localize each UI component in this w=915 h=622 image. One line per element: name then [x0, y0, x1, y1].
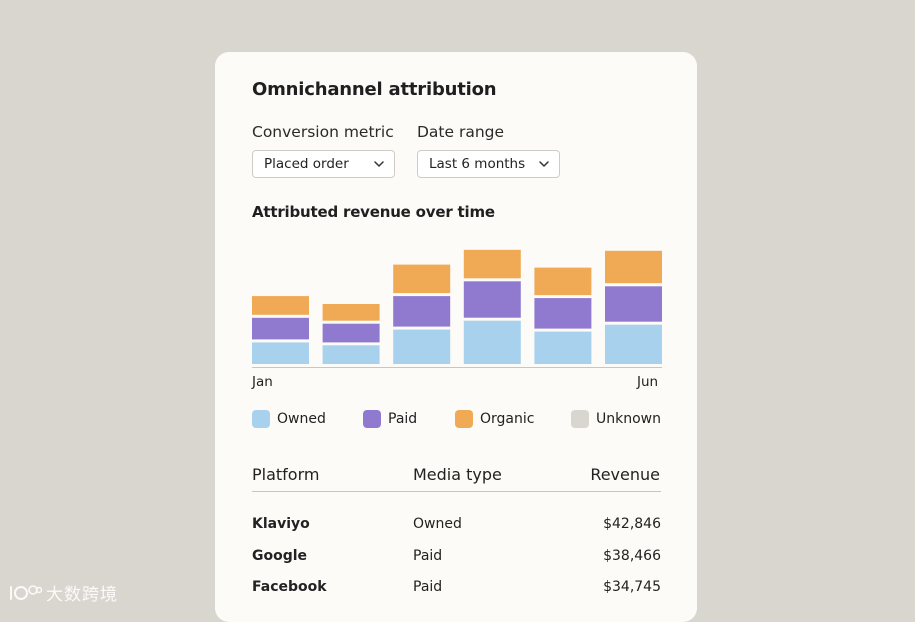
- legend-label-unknown: Unknown: [596, 411, 661, 427]
- date-range-label: Date range: [417, 123, 505, 141]
- legend-label-organic: Organic: [480, 411, 535, 427]
- table-cell-media-type: Owned: [413, 516, 462, 532]
- chevron-down-icon: [539, 161, 549, 167]
- bar-paid-jan[interactable]: [252, 317, 309, 340]
- x-tick-last: Jun: [637, 374, 659, 390]
- legend-unknown: Unknown: [571, 410, 661, 428]
- chart-title: Attributed revenue over time: [252, 203, 495, 221]
- legend-paid: Paid: [363, 410, 417, 428]
- watermark: 大数跨境: [8, 580, 118, 605]
- bar-owned-apr[interactable]: [463, 320, 521, 364]
- legend-organic: Organic: [455, 410, 534, 428]
- table-cell-revenue: $34,745: [603, 579, 661, 595]
- bar-owned-jan[interactable]: [252, 342, 309, 364]
- bar-organic-may[interactable]: [534, 267, 592, 296]
- bar-owned-feb[interactable]: [322, 345, 380, 364]
- card-title: Omnichannel attribution: [252, 79, 497, 100]
- bar-paid-jun[interactable]: [605, 286, 662, 322]
- legend-swatch-unknown: [571, 410, 589, 428]
- bar-organic-apr[interactable]: [463, 249, 521, 279]
- column-header-media-type: Media type: [413, 465, 502, 484]
- chevron-down-icon: [374, 161, 384, 167]
- column-header-revenue: Revenue: [590, 465, 660, 484]
- legend-owned: Owned: [252, 410, 326, 428]
- table-cell-platform: Facebook: [252, 579, 327, 595]
- attribution-card: Omnichannel attribution Conversion metri…: [215, 52, 697, 622]
- conversion-metric-select[interactable]: Placed order: [252, 150, 395, 178]
- bar-owned-may[interactable]: [534, 331, 592, 364]
- table-cell-media-type: Paid: [413, 579, 443, 595]
- conversion-metric-value: Placed order: [264, 156, 349, 172]
- watermark-logo-icon: [10, 584, 42, 600]
- x-tick-first: Jan: [252, 374, 273, 390]
- date-range-value: Last 6 months: [429, 156, 526, 172]
- legend-swatch-owned: [252, 410, 270, 428]
- bar-paid-feb[interactable]: [322, 323, 380, 343]
- legend-swatch-paid: [363, 410, 381, 428]
- date-range-select[interactable]: Last 6 months: [417, 150, 560, 178]
- bar-owned-jun[interactable]: [605, 324, 662, 364]
- bar-owned-mar[interactable]: [393, 329, 451, 364]
- bar-paid-may[interactable]: [534, 298, 592, 329]
- table-cell-platform: Google: [252, 548, 308, 564]
- legend-swatch-organic: [455, 410, 473, 428]
- bar-paid-apr[interactable]: [463, 281, 521, 318]
- bar-organic-jan[interactable]: [252, 296, 309, 315]
- bar-organic-mar[interactable]: [393, 264, 451, 294]
- conversion-metric-label: Conversion metric: [252, 123, 394, 141]
- table-header-divider: [252, 491, 661, 492]
- bar-paid-mar[interactable]: [393, 296, 451, 327]
- watermark-text: 大数跨境: [46, 585, 118, 605]
- bar-organic-jun[interactable]: [605, 250, 662, 284]
- table-cell-media-type: Paid: [413, 548, 443, 564]
- table-cell-revenue: $42,846: [603, 516, 661, 532]
- legend-label-owned: Owned: [277, 411, 326, 427]
- bar-organic-feb[interactable]: [322, 304, 380, 321]
- table-cell-platform: Klaviyo: [252, 516, 310, 532]
- legend-label-paid: Paid: [388, 411, 418, 427]
- stacked-bar-chart: [252, 249, 662, 368]
- table-cell-revenue: $38,466: [603, 548, 661, 564]
- column-header-platform: Platform: [252, 465, 320, 484]
